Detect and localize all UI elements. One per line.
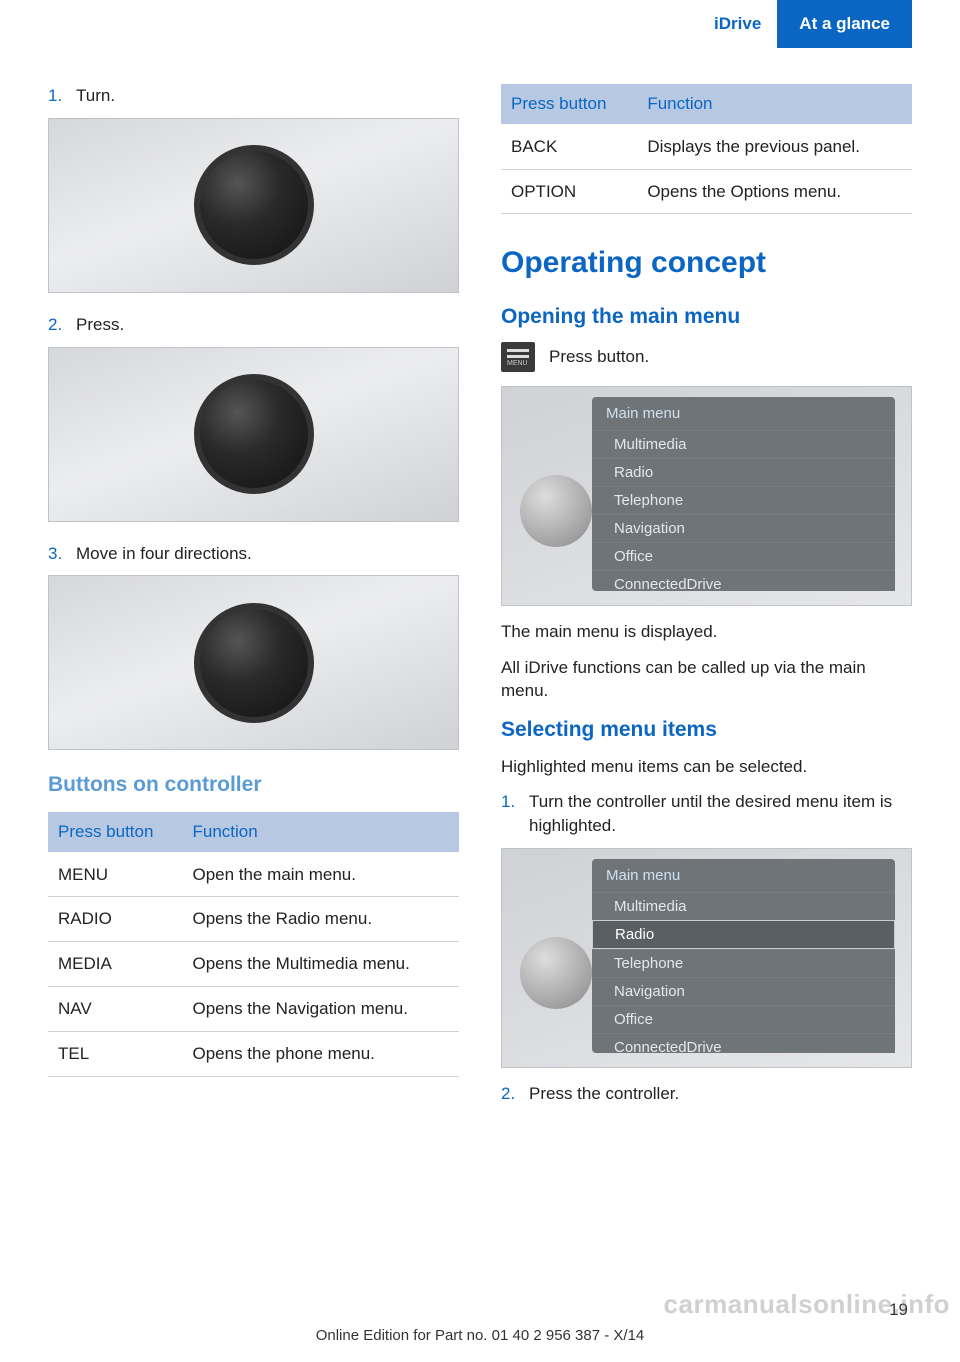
buttons-table-left: Press button Function MENUOpen the main … <box>48 812 459 1077</box>
table-row: RADIOOpens the Radio menu. <box>48 897 459 942</box>
table-row: NAVOpens the Navigation menu. <box>48 986 459 1031</box>
idrive-dial-icon <box>520 475 592 547</box>
buttons-table-right: Press button Function BACKDisplays the p… <box>501 84 912 214</box>
step-number: 1. <box>501 790 529 838</box>
th-func: Function <box>637 84 912 124</box>
table-row: TELOpens the phone menu. <box>48 1031 459 1076</box>
step-3: 3. Move in four directions. <box>48 542 459 566</box>
table-row: BACKDisplays the previous panel. <box>501 124 912 169</box>
figure-move <box>48 575 459 750</box>
figure-turn <box>48 118 459 293</box>
operating-concept-heading: Operating concept <box>501 242 912 284</box>
step-text: Press. <box>76 313 124 337</box>
step-text: Turn the controller until the desired me… <box>529 790 912 838</box>
step-text: Turn. <box>76 84 115 108</box>
step-number: 2. <box>48 313 76 337</box>
menu-icon: MENU <box>501 342 535 372</box>
right-column: Press button Function BACKDisplays the p… <box>501 84 912 1116</box>
opening-main-menu-heading: Opening the main menu <box>501 302 912 331</box>
menu-title: Main menu <box>592 859 895 892</box>
step-text: Press the controller. <box>529 1082 679 1106</box>
menu-row: Radio <box>592 458 895 486</box>
table-row: MENUOpen the main menu. <box>48 852 459 897</box>
table-cell: MEDIA <box>48 942 183 987</box>
table-cell: Open the main menu. <box>183 852 460 897</box>
table-cell: Opens the Multimedia menu. <box>183 942 460 987</box>
press-button-text: Press button. <box>549 345 649 369</box>
watermark: carmanualsonline.info <box>664 1286 950 1322</box>
idrive-dial-icon <box>520 937 592 1009</box>
page-header: iDrive At a glance <box>0 0 960 48</box>
footer-text: Online Edition for Part no. 01 40 2 956 … <box>0 1325 960 1346</box>
main-menu-screenshot-1: Main menu MultimediaRadioTelephoneNaviga… <box>501 386 912 606</box>
table-row: MEDIAOpens the Multimedia menu. <box>48 942 459 987</box>
table-cell: OPTION <box>501 169 637 214</box>
menu-row: Multimedia <box>592 430 895 458</box>
step-text: Move in four directions. <box>76 542 252 566</box>
table-cell: MENU <box>48 852 183 897</box>
menu-title: Main menu <box>592 397 895 430</box>
menu-row: Telephone <box>592 486 895 514</box>
step-number: 1. <box>48 84 76 108</box>
header-section: iDrive <box>698 12 777 36</box>
table-cell: NAV <box>48 986 183 1031</box>
step-2: 2. Press. <box>48 313 459 337</box>
step-1: 1. Turn. <box>48 84 459 108</box>
table-cell: Opens the phone menu. <box>183 1031 460 1076</box>
menu-row: ConnectedDrive <box>592 570 895 591</box>
th-press: Press button <box>48 812 183 852</box>
menu-row: ConnectedDrive <box>592 1033 895 1053</box>
menu-row: Office <box>592 1005 895 1033</box>
table-cell: Displays the previous panel. <box>637 124 912 169</box>
th-func: Function <box>183 812 460 852</box>
table-cell: Opens the Radio menu. <box>183 897 460 942</box>
table-cell: RADIO <box>48 897 183 942</box>
para-main-displayed: The main menu is displayed. <box>501 620 912 644</box>
header-chapter: At a glance <box>777 0 912 48</box>
page-body: 1. Turn. 2. Press. 3. Move in four direc… <box>0 48 960 1116</box>
menu-row: Office <box>592 542 895 570</box>
table-row: OPTIONOpens the Options menu. <box>501 169 912 214</box>
menu-row: Navigation <box>592 514 895 542</box>
press-button-line: MENU Press button. <box>501 342 912 372</box>
table-cell: TEL <box>48 1031 183 1076</box>
step-number: 3. <box>48 542 76 566</box>
main-menu-screenshot-2: Main menu MultimediaRadioTelephoneNaviga… <box>501 848 912 1068</box>
menu-row: Radio <box>592 920 895 949</box>
menu-row: Navigation <box>592 977 895 1005</box>
step-number: 2. <box>501 1082 529 1106</box>
para-idrive-functions: All iDrive functions can be called up vi… <box>501 656 912 704</box>
th-press: Press button <box>501 84 637 124</box>
figure-press <box>48 347 459 522</box>
table-cell: Opens the Options menu. <box>637 169 912 214</box>
menu-row: Multimedia <box>592 892 895 920</box>
para-highlighted: Highlighted menu items can be selected. <box>501 755 912 779</box>
selecting-menu-items-heading: Selecting menu items <box>501 715 912 744</box>
select-step-1: 1. Turn the controller until the desired… <box>501 790 912 838</box>
table-cell: BACK <box>501 124 637 169</box>
menu-row: Telephone <box>592 949 895 977</box>
left-column: 1. Turn. 2. Press. 3. Move in four direc… <box>48 84 459 1116</box>
select-step-2: 2. Press the controller. <box>501 1082 912 1106</box>
buttons-heading: Buttons on controller <box>48 770 459 799</box>
table-cell: Opens the Navigation menu. <box>183 986 460 1031</box>
